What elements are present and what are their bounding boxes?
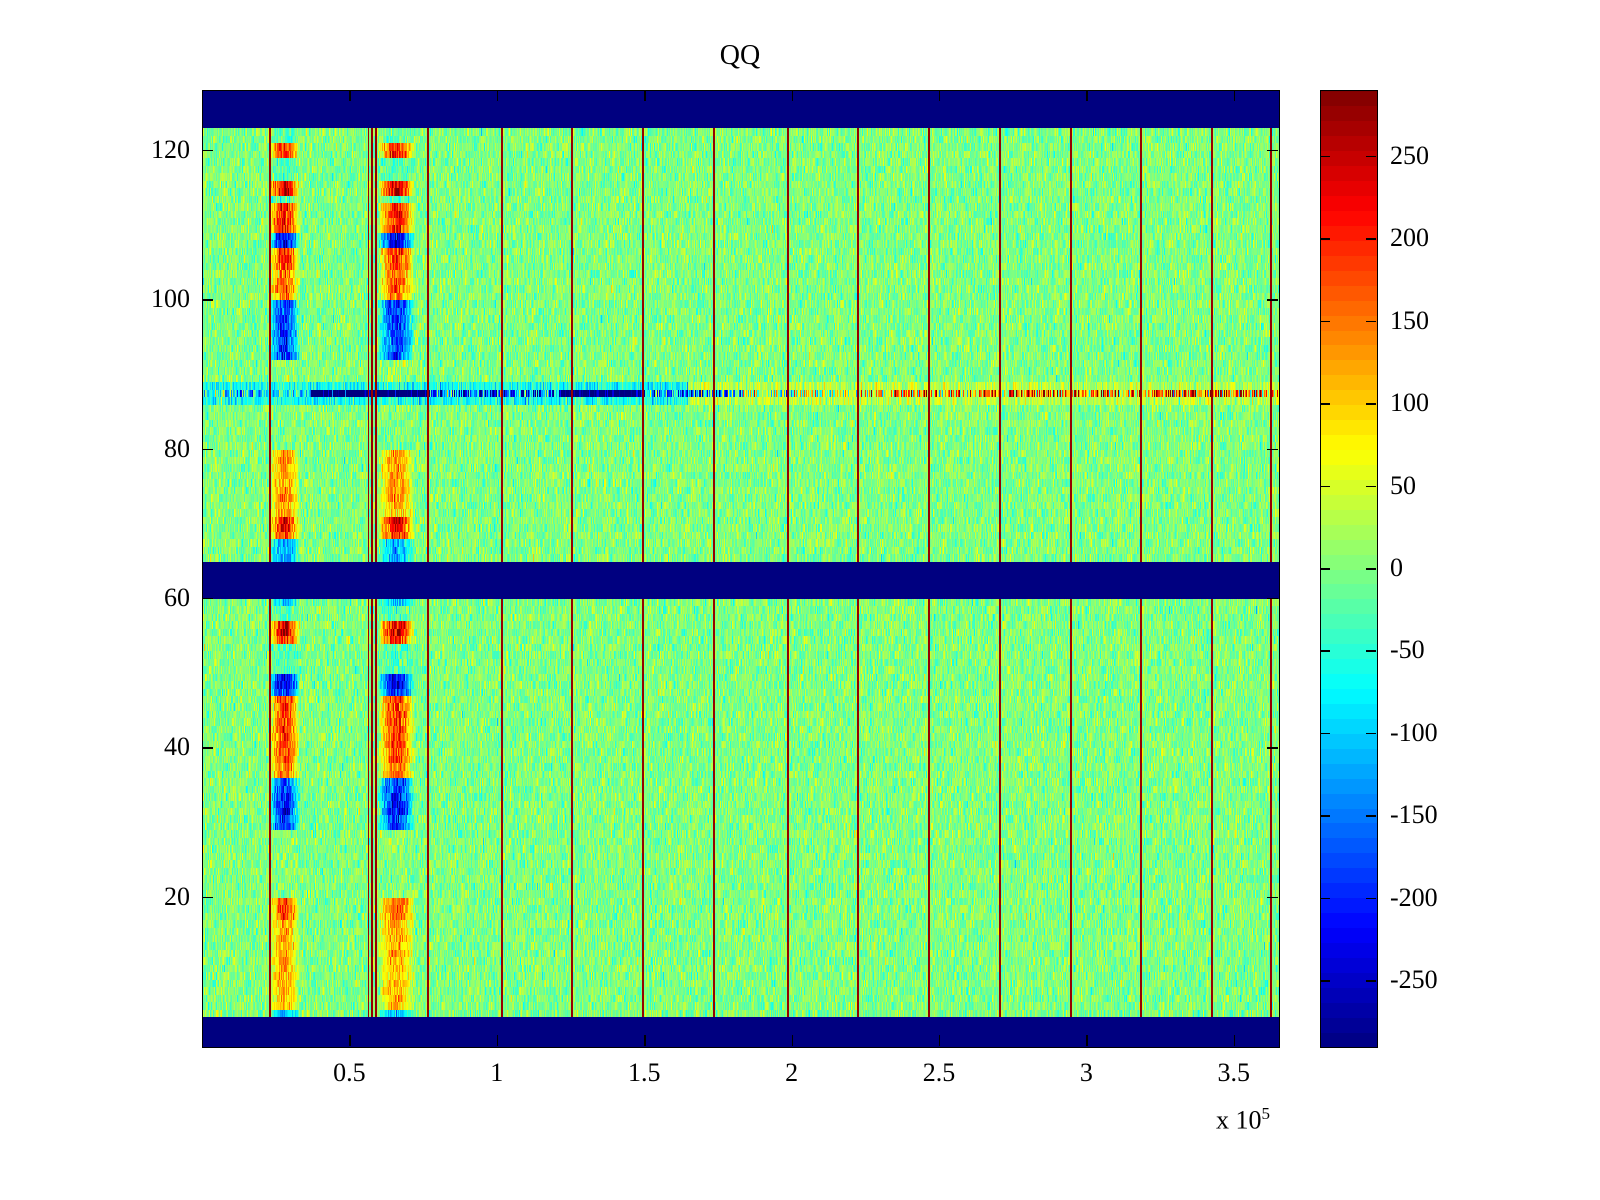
colorbar-tick (1366, 897, 1376, 900)
x-axis-tick (1086, 1035, 1088, 1046)
colorbar-tick-label: -150 (1390, 800, 1438, 830)
x-axis-tick (644, 1035, 646, 1046)
y-axis-tick (1267, 299, 1278, 301)
colorbar-tick (1320, 980, 1330, 982)
y-axis-tick-label: 20 (164, 881, 190, 911)
x-axis-tick-label: 3 (1079, 1058, 1093, 1087)
x-axis-tick-label: 1.5 (627, 1058, 661, 1087)
colorbar-tick (1366, 815, 1376, 817)
colorbar-tick-label: 100 (1390, 388, 1429, 418)
y-axis-tick (202, 149, 213, 152)
colorbar-tick-label: 150 (1390, 305, 1429, 335)
colorbar-tick (1320, 238, 1330, 240)
colorbar-tick (1320, 897, 1330, 900)
x-axis-tick (496, 1035, 499, 1046)
colorbar-tick (1366, 568, 1376, 570)
colorbar-tick (1320, 568, 1330, 570)
x-axis-tick (644, 90, 646, 101)
x-axis-exponent-label: x 105 (1216, 1104, 1270, 1136)
colorbar-tick-label: 0 (1390, 553, 1403, 582)
y-axis-tick (1267, 896, 1278, 899)
y-axis-tick-label: 60 (164, 582, 190, 612)
x-axis-tick (938, 1035, 941, 1046)
colorbar-tick (1366, 732, 1376, 735)
y-axis-tick (202, 747, 213, 749)
colorbar-tick (1366, 238, 1376, 240)
y-axis-tick (1267, 149, 1278, 152)
heatmap-axes[interactable] (202, 90, 1280, 1048)
colorbar-tick (1366, 650, 1376, 652)
x-axis-tick-label: 1 (490, 1058, 504, 1087)
y-axis-tick (1267, 597, 1278, 600)
colorbar-tick-label: 200 (1390, 223, 1429, 253)
x-axis-tick (1233, 1035, 1236, 1046)
y-axis-tick (202, 448, 213, 450)
y-axis-tick-label: 80 (164, 433, 190, 463)
y-axis-tick (1267, 747, 1278, 749)
x-axis-exponent-base: x 10 (1216, 1105, 1262, 1135)
colorbar-tick-label: -100 (1390, 717, 1438, 747)
colorbar-tick (1320, 485, 1330, 488)
colorbar-tick (1320, 320, 1330, 323)
colorbar-tick-label: 250 (1390, 140, 1429, 170)
colorbar-tick-label: -200 (1390, 882, 1438, 912)
colorbar-tick (1366, 485, 1376, 488)
x-axis-tick (349, 90, 351, 101)
x-axis-tick (791, 1035, 794, 1046)
colorbar-tick (1366, 155, 1376, 158)
x-axis-tick-label: 0.5 (333, 1058, 366, 1087)
y-axis-tick (1267, 448, 1278, 450)
y-axis-tick (202, 896, 213, 899)
colorbar-tick (1366, 403, 1376, 405)
y-axis-tick (202, 299, 213, 301)
colorbar-tick (1366, 980, 1376, 982)
y-axis-tick (202, 597, 213, 600)
x-axis-tick (349, 1035, 351, 1046)
x-axis-tick (938, 90, 941, 101)
page-title: QQ (719, 40, 761, 71)
x-axis-exponent-power: 5 (1261, 1104, 1271, 1123)
x-axis-tick (1086, 90, 1088, 101)
y-axis-tick-label: 40 (164, 732, 190, 762)
colorbar-tick-label: -50 (1390, 635, 1425, 665)
x-axis-tick-label: 2 (785, 1058, 799, 1087)
x-axis-tick (1233, 90, 1236, 101)
x-axis-tick-label: 3.5 (1217, 1058, 1251, 1087)
colorbar-tick (1320, 815, 1330, 817)
colorbar-tick (1320, 650, 1330, 652)
heatmap-image[interactable] (203, 91, 1279, 1047)
colorbar-tick (1320, 155, 1330, 158)
y-axis-tick-label: 100 (151, 284, 190, 314)
x-axis-tick (791, 90, 794, 101)
colorbar-tick (1320, 732, 1330, 735)
colorbar-tick (1366, 320, 1376, 323)
colorbar-tick-label: -250 (1390, 965, 1438, 995)
colorbar-tick (1320, 403, 1330, 405)
x-axis-tick (496, 90, 499, 101)
x-axis-tick-label: 2.5 (922, 1058, 956, 1087)
colorbar-tick-label: 50 (1390, 470, 1416, 500)
y-axis-tick-label: 120 (151, 134, 190, 164)
